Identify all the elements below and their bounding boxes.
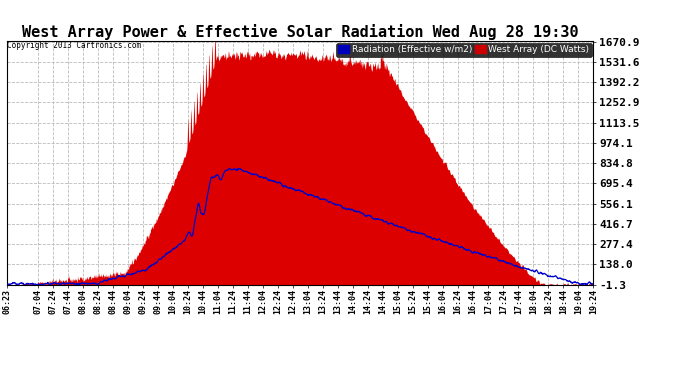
Legend: Radiation (Effective w/m2), West Array (DC Watts): Radiation (Effective w/m2), West Array (… (336, 43, 591, 57)
Text: Copyright 2013 Cartronics.com: Copyright 2013 Cartronics.com (7, 41, 141, 50)
Title: West Array Power & Effective Solar Radiation Wed Aug 28 19:30: West Array Power & Effective Solar Radia… (22, 24, 578, 40)
